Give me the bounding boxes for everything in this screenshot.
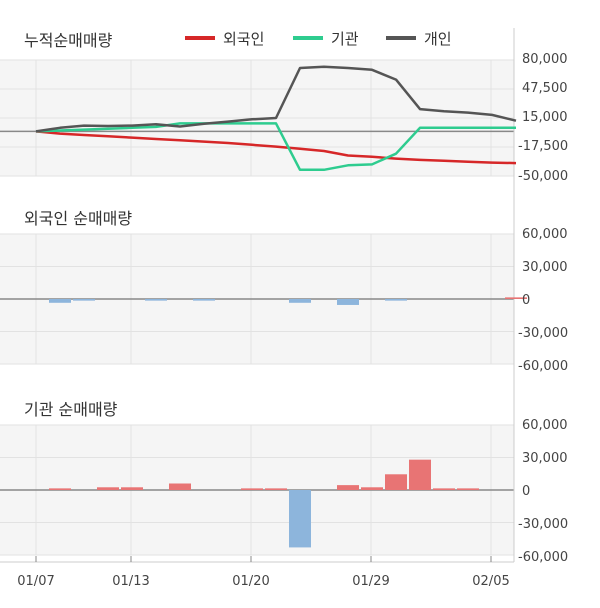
legend-foreign-label: 외국인 — [223, 30, 264, 48]
foreign-net-bar — [145, 299, 167, 301]
x-tick-label: 01/07 — [17, 574, 54, 589]
institution-net-bar — [361, 487, 383, 490]
y-tick-label: 47,500 — [522, 81, 568, 96]
foreign-cumulative-line — [35, 130, 517, 165]
institution-net-bar — [337, 485, 359, 490]
foreign-net-bar — [73, 299, 95, 301]
institution-net-bar — [241, 488, 263, 490]
y-tick-label: 30,000 — [522, 260, 568, 275]
institution-net-bar — [49, 488, 71, 490]
legend-institution-label: 기관 — [331, 30, 359, 48]
y-tick-label: -17,500 — [518, 139, 568, 154]
x-tick-label: 02/05 — [472, 574, 509, 589]
foreign-net-bar — [193, 299, 215, 301]
institution-net-bar — [433, 488, 455, 490]
y-tick-label: 60,000 — [522, 227, 568, 242]
foreign-chart-title: 외국인 순매매량 — [24, 209, 132, 228]
foreign-net-bar — [49, 299, 71, 303]
institution-net-bar — [457, 488, 479, 490]
legend: 외국인 기관 개인 — [185, 30, 452, 48]
institution-net-bar — [385, 474, 407, 490]
y-tick-label: -50,000 — [518, 169, 568, 184]
legend-individual-label: 개인 — [424, 30, 452, 48]
institution-chart-title: 기관 순매매량 — [24, 400, 118, 419]
institution-net-bar — [265, 488, 287, 490]
x-tick-label: 01/29 — [352, 574, 389, 589]
grid-layer — [0, 28, 515, 563]
foreign-net-bar — [337, 299, 359, 305]
x-tick-label: 01/20 — [232, 574, 269, 589]
marks-layer — [35, 65, 527, 548]
y-tick-label: 0 — [522, 484, 530, 499]
institution-net-bar — [289, 490, 311, 548]
foreign-net-bar — [385, 299, 407, 301]
foreign-net-bar — [505, 297, 527, 299]
institution-net-bar — [169, 483, 191, 490]
institution-cumulative-line — [35, 122, 516, 172]
foreign-net-bar — [289, 299, 311, 303]
y-tick-label: 0 — [522, 293, 530, 308]
institution-net-bar — [121, 487, 143, 490]
y-tick-label: 80,000 — [522, 52, 568, 67]
y-tick-label: -30,000 — [518, 517, 568, 532]
x-tick-label: 01/13 — [112, 574, 149, 589]
institution-net-bar — [97, 487, 119, 490]
y-tick-label: -30,000 — [518, 326, 568, 341]
y-tick-label: 30,000 — [522, 451, 568, 466]
cumulative-chart-title: 누적순매매량 — [24, 31, 113, 50]
individual-cumulative-line — [35, 65, 517, 133]
y-tick-label: 15,000 — [522, 110, 568, 125]
y-tick-label: 60,000 — [522, 418, 568, 433]
y-tick-label: -60,000 — [518, 550, 568, 565]
institution-net-bar — [409, 459, 431, 490]
y-tick-label: -60,000 — [518, 359, 568, 374]
